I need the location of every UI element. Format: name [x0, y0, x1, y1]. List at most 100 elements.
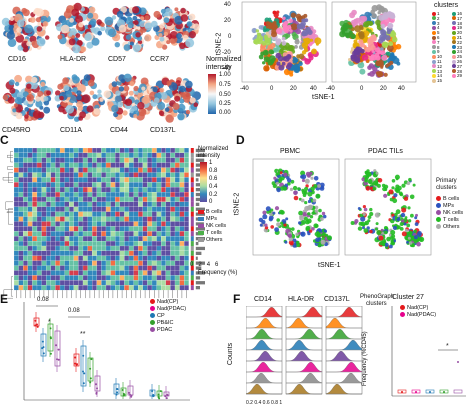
heatmap-cell	[101, 206, 107, 212]
heatmap-cell	[147, 226, 153, 232]
cluster-point	[298, 23, 306, 30]
heatmap-cell	[50, 250, 56, 256]
heatmap-cell	[27, 216, 33, 222]
legend-swatch	[452, 21, 456, 26]
legend-label: PDAC	[157, 326, 173, 333]
heatmap-cell	[174, 241, 180, 247]
heatmap-cell	[87, 147, 93, 153]
heatmap-cell	[78, 206, 84, 212]
heatmap-cell	[115, 187, 120, 193]
significance-star: **	[80, 331, 86, 338]
heatmap-cell	[87, 182, 93, 188]
box	[47, 323, 54, 352]
cell-point	[278, 177, 283, 182]
heatmap-cell	[105, 172, 111, 178]
cluster-point	[276, 61, 281, 66]
data-point	[164, 395, 167, 398]
data-point	[115, 393, 118, 396]
intensity-blob	[100, 25, 106, 32]
heatmap-cell	[156, 152, 162, 158]
heatmap-cell	[50, 162, 56, 168]
histogram-density	[286, 362, 323, 373]
heatmap-cell	[174, 167, 180, 173]
heatmap-cell	[27, 275, 33, 281]
heatmap-cell	[55, 245, 61, 251]
heatmap-cell	[96, 157, 102, 163]
heatmap-cell	[13, 216, 19, 222]
intensity-blob	[152, 86, 158, 93]
cell-point	[417, 232, 422, 237]
intensity-blob	[123, 85, 130, 92]
heatmap-cell	[73, 196, 79, 202]
heatmap-cell	[78, 260, 84, 266]
heatmap-cell	[87, 280, 93, 286]
significance-star: *	[446, 343, 449, 350]
heatmap-cell	[170, 152, 176, 158]
heatmap-cell	[142, 162, 148, 168]
heatmap-cell	[36, 162, 42, 168]
intensity-blob	[59, 95, 64, 101]
heatmap-cell	[184, 265, 189, 271]
intensity-blob	[151, 20, 158, 28]
intensity-blob	[89, 90, 95, 96]
legend-label: 9	[437, 49, 440, 55]
heatmap-cell	[73, 265, 79, 271]
heatmap-cell	[101, 231, 107, 237]
intensity-blob	[76, 94, 82, 101]
cell-point	[395, 188, 401, 194]
intensity-blob	[166, 40, 171, 45]
heatmap-cell	[59, 270, 65, 276]
heatmap-cell	[124, 250, 130, 256]
heatmap-cell	[64, 211, 70, 217]
heatmap-cell	[133, 152, 139, 158]
cluster-point	[262, 61, 266, 65]
heatmap-cell	[184, 280, 189, 286]
heatmap-cell	[92, 157, 97, 163]
heatmap-cell	[36, 270, 42, 276]
heatmap-cell	[170, 216, 176, 222]
heatmap-cell	[59, 152, 65, 158]
heatmap-cell	[69, 172, 74, 178]
heatmap-cell	[92, 201, 97, 207]
heatmap-cell	[101, 187, 107, 193]
data-point	[56, 358, 58, 361]
heatmap-cell	[151, 245, 157, 251]
heatmap-cell	[36, 206, 42, 212]
heatmap-cell	[27, 260, 33, 266]
heatmap-cell	[133, 250, 139, 256]
cluster-point	[360, 22, 364, 26]
heatmap-cell	[36, 226, 42, 232]
cluster-point	[365, 46, 371, 53]
heatmap-cell	[59, 147, 65, 153]
legend-swatch	[400, 312, 405, 317]
heatmap-cell	[165, 216, 171, 222]
heatmap-cell	[110, 255, 116, 261]
heatmap-cell	[105, 241, 111, 247]
heatmap-cell	[174, 236, 180, 242]
heatmap-cell	[142, 275, 148, 281]
cell-point	[292, 185, 298, 191]
cluster-point	[380, 51, 384, 55]
heatmap-cell	[55, 216, 61, 222]
cluster-point	[381, 41, 389, 49]
heatmap-cell	[46, 236, 51, 242]
heatmap-cell	[142, 285, 148, 291]
marker-label: CD16	[8, 56, 26, 63]
heatmap-cell	[32, 182, 38, 188]
heatmap-cell	[59, 245, 65, 251]
cluster-point	[287, 62, 293, 68]
frequency-bar	[195, 286, 200, 290]
intensity-blob	[29, 16, 36, 23]
cell-point	[384, 188, 388, 191]
heatmap-cell	[161, 182, 166, 188]
intensity-blob	[65, 104, 75, 114]
legend-swatch	[436, 203, 441, 208]
cluster-point	[353, 39, 358, 44]
intensity-blob	[179, 85, 186, 93]
heatmap-cell	[179, 216, 185, 222]
histogram-title: CD14	[254, 296, 272, 303]
heatmap-cell	[87, 231, 93, 237]
intensity-blob	[42, 21, 49, 27]
cell-point	[384, 242, 389, 247]
heatmap-cell	[18, 280, 24, 286]
